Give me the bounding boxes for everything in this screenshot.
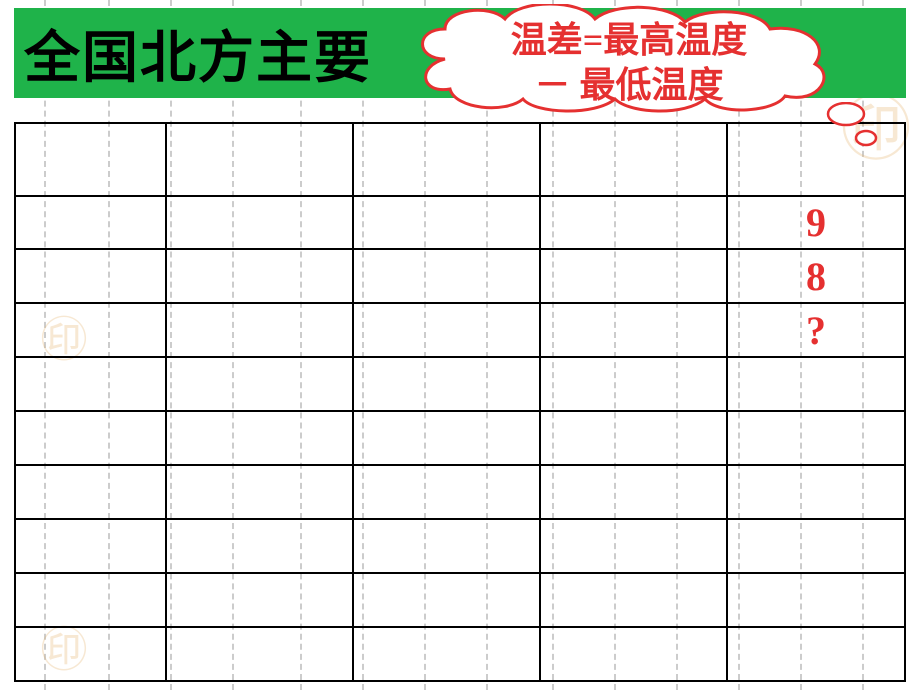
table-body: 98? [15, 123, 905, 681]
table-row [15, 465, 905, 519]
table-row: 9 [15, 196, 905, 250]
table-cell [727, 573, 905, 627]
table-cell: 9 [727, 196, 905, 250]
table-cell [540, 573, 727, 627]
table-cell [15, 196, 166, 250]
table-cell [540, 303, 727, 357]
table-cell [353, 519, 540, 573]
table-cell [15, 519, 166, 573]
thought-bubble: 温差=最高温度 － 最低温度 [405, 4, 845, 114]
table-cell [353, 465, 540, 519]
table-cell [727, 519, 905, 573]
table-cell [353, 411, 540, 465]
table-cell [727, 411, 905, 465]
table-cell [540, 411, 727, 465]
table-row: ? [15, 303, 905, 357]
table-cell [727, 465, 905, 519]
table-cell [166, 249, 353, 303]
table-cell: ? [727, 303, 905, 357]
table-cell [166, 465, 353, 519]
table-cell [166, 196, 353, 250]
table-cell [166, 411, 353, 465]
table-cell [727, 357, 905, 411]
table-cell: 8 [727, 249, 905, 303]
table-cell [166, 627, 353, 681]
table-row [15, 357, 905, 411]
table-row [15, 519, 905, 573]
table-row [15, 123, 905, 196]
table-cell [540, 519, 727, 573]
table-cell [540, 196, 727, 250]
table-cell [353, 249, 540, 303]
page-title: 全国北方主要 [24, 13, 372, 94]
table-cell [353, 123, 540, 196]
table-cell [353, 196, 540, 250]
table-cell [15, 465, 166, 519]
table-cell [15, 573, 166, 627]
table-cell [353, 627, 540, 681]
table-cell [353, 573, 540, 627]
table-cell [166, 123, 353, 196]
table-cell [540, 123, 727, 196]
table-cell [166, 303, 353, 357]
table-cell [15, 303, 166, 357]
data-table: 98? [14, 122, 906, 682]
table-cell [15, 627, 166, 681]
table-row: 8 [15, 249, 905, 303]
table-cell [15, 123, 166, 196]
table-row [15, 411, 905, 465]
data-table-container: 98? [14, 122, 906, 682]
table-cell [540, 249, 727, 303]
bubble-line1: 温差=最高温度 [453, 18, 805, 63]
bubble-line2: － 最低温度 [453, 63, 805, 108]
table-cell [166, 357, 353, 411]
bubble-text: 温差=最高温度 － 最低温度 [453, 18, 805, 108]
table-cell [353, 357, 540, 411]
table-cell [166, 573, 353, 627]
table-cell [540, 357, 727, 411]
table-cell [15, 249, 166, 303]
table-cell [166, 519, 353, 573]
table-cell [727, 627, 905, 681]
table-row [15, 627, 905, 681]
table-cell [540, 465, 727, 519]
table-cell [353, 303, 540, 357]
table-cell [15, 411, 166, 465]
table-cell [540, 627, 727, 681]
thought-bubble-dots [816, 102, 886, 162]
table-cell [15, 357, 166, 411]
table-row [15, 573, 905, 627]
